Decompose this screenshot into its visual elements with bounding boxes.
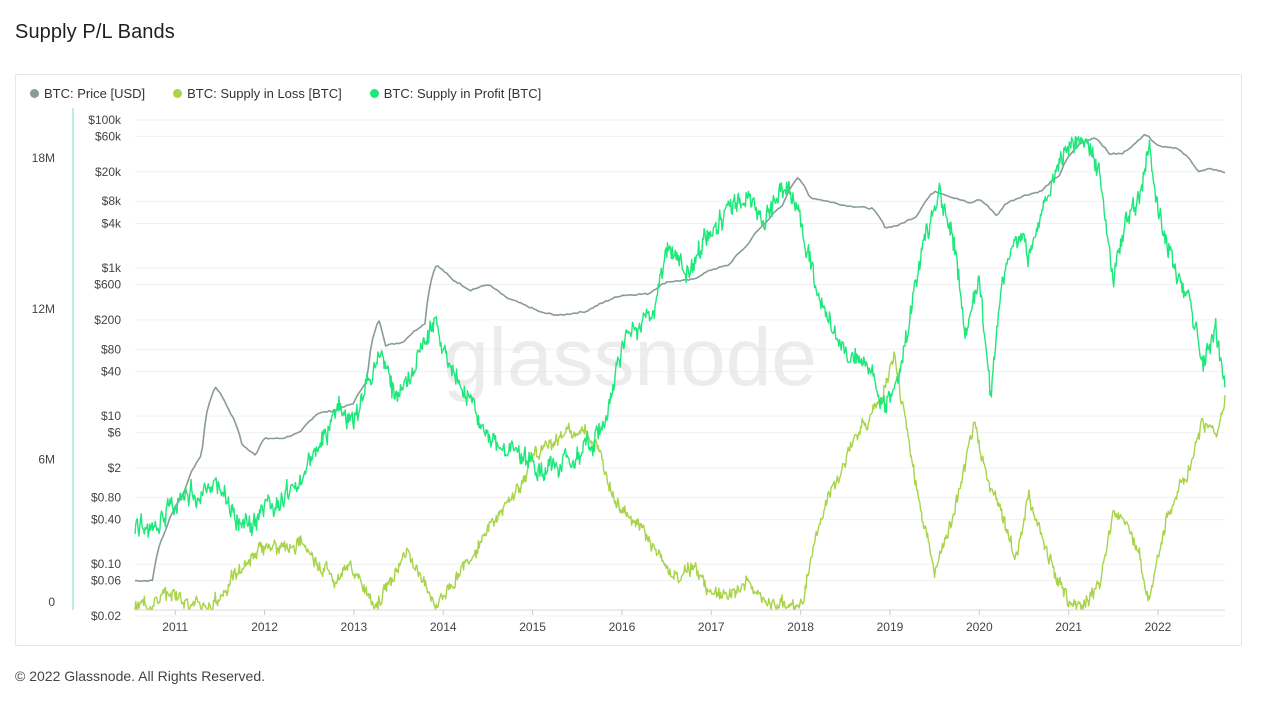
price-tick-label: $8k — [102, 194, 122, 208]
price-tick-label: $100k — [88, 113, 122, 127]
series-lines — [134, 133, 1226, 611]
chart-legend: BTC: Price [USD] BTC: Supply in Loss [BT… — [30, 86, 541, 101]
page-title: Supply P/L Bands — [15, 21, 175, 43]
series-line-supply-profit — [134, 135, 1226, 538]
watermark: glassnode — [443, 312, 817, 403]
price-tick-label: $0.40 — [91, 513, 121, 527]
legend-item-price[interactable]: BTC: Price [USD] — [30, 86, 145, 101]
price-tick-label: $0.06 — [91, 574, 121, 588]
x-tick-label: 2017 — [698, 620, 725, 634]
x-tick-label: 2022 — [1145, 620, 1172, 634]
price-tick-label: $1k — [102, 261, 122, 275]
legend-label-price: BTC: Price [USD] — [44, 86, 146, 101]
supply-tick-label: 12M — [32, 302, 55, 316]
x-tick-label: 2012 — [251, 620, 278, 634]
price-tick-label: $200 — [94, 313, 121, 327]
price-tick-label: $4k — [102, 217, 122, 231]
legend-dot-profit-icon — [369, 89, 379, 98]
legend-label-supply-profit: BTC: Supply in Profit [BTC] — [383, 86, 542, 101]
price-tick-label: $2 — [108, 461, 122, 475]
supply-tick-label: 0 — [48, 595, 55, 609]
price-tick-label: $20k — [95, 165, 122, 179]
axes: $0.02 $0.06 $0.10 $0.40 $0.80 $2 $6 $10 $40 $80 $2… — [32, 108, 1225, 634]
supply-tick-label: 6M — [38, 452, 55, 466]
price-tick-label: $40 — [101, 365, 121, 379]
x-tick-label: 2011 — [162, 620, 188, 634]
legend-item-supply-profit[interactable]: BTC: Supply in Profit [BTC] — [369, 86, 542, 101]
price-tick-label: $80 — [101, 342, 121, 356]
price-tick-label: $0.80 — [91, 490, 121, 504]
x-tick-label: 2013 — [341, 620, 368, 634]
x-tick-label: 2016 — [609, 620, 636, 634]
x-tick-label: 2015 — [519, 620, 546, 634]
price-tick-label: $600 — [94, 278, 121, 292]
price-tick-label: $0.10 — [91, 557, 121, 571]
price-tick-label: $10 — [101, 409, 121, 423]
x-tick-label: 2019 — [877, 620, 904, 634]
price-tick-label: $0.02 — [91, 609, 121, 623]
x-tick-label: 2020 — [966, 620, 993, 634]
series-line-price — [134, 133, 1226, 583]
legend-label-supply-loss: BTC: Supply in Loss [BTC] — [187, 86, 342, 101]
price-tick-label: $60k — [95, 129, 122, 143]
legend-item-supply-loss[interactable]: BTC: Supply in Loss [BTC] — [173, 86, 342, 101]
x-tick-label: 2018 — [787, 620, 814, 634]
legend-dot-price-icon — [30, 89, 39, 98]
x-tick-label: 2014 — [430, 620, 457, 634]
price-tick-label: $6 — [108, 426, 122, 440]
series-line-supply-loss — [134, 351, 1226, 611]
chart-panel — [15, 74, 1242, 646]
x-tick-label: 2021 — [1055, 620, 1082, 634]
supply-tick-label: 18M — [32, 151, 55, 165]
copyright-footer: © 2022 Glassnode. All Rights Reserved. — [15, 668, 266, 684]
legend-dot-loss-icon — [173, 89, 183, 98]
